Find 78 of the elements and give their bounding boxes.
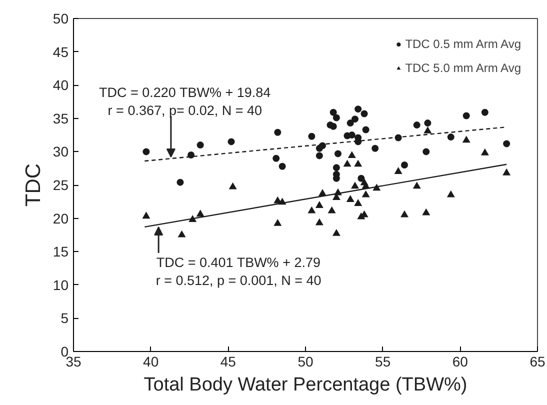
point [346,195,354,202]
y-axis-title: TDC [22,163,45,207]
point [502,168,511,176]
point [228,138,235,146]
point [274,219,282,226]
y-tick-label: 50 [52,10,69,26]
point [372,144,379,152]
y-tick-label: 15 [52,244,69,260]
point [343,160,352,167]
x-tick-label: 55 [375,354,391,370]
point [196,142,204,149]
point [346,120,354,127]
y-tick-label: 40 [52,77,69,94]
point [413,122,420,129]
point [332,229,340,236]
point [354,160,362,167]
y-tick-label: 35 [52,110,69,126]
point [447,134,454,141]
point [422,208,430,216]
y-tick-label: 20 [52,210,69,226]
point [481,108,488,116]
point [316,152,323,160]
point [422,148,430,156]
y-tick-label: 25 [52,177,69,193]
point [334,150,342,158]
point [328,206,336,214]
point [278,162,286,170]
point [142,148,150,156]
point [196,210,204,217]
point [354,199,362,206]
x-tick-label: 50 [298,354,314,370]
point [274,128,282,136]
point [176,178,184,186]
point [332,164,340,172]
point [178,230,186,238]
point [446,190,455,198]
x-tick-label: 65 [530,354,546,370]
point [424,126,432,134]
point [362,190,370,198]
point [358,174,365,182]
point [394,167,402,174]
y-tick-label: 45 [52,44,69,60]
y-tick-label: 5 [60,310,69,326]
point [360,110,368,118]
point [351,116,358,123]
x-tick-label: 45 [220,354,236,370]
point [330,108,337,116]
y-tick-label: 10 [52,276,69,293]
point [272,154,280,162]
point [354,106,362,113]
point [332,114,340,122]
point [308,206,316,214]
point [462,112,470,120]
legend-label: TDC 5.0 mm Arm Avg [405,61,521,75]
point [462,136,470,143]
x-axis-title: Total Body Water Percentage (TBW%) [144,374,468,396]
point [228,182,237,190]
legend-label: TDC 0.5 mm Arm Avg [405,37,521,51]
annotation: TDC = 0.220 TBW% + 19.84 r = 0.367, p= 0.02, N = 40 [99,85,272,118]
point [142,212,150,219]
point [400,162,408,169]
point [315,201,324,208]
point [350,182,359,189]
point [348,151,356,158]
point [362,126,370,134]
x-tick-label: 60 [452,354,468,370]
y-tick-label: 30 [52,144,69,160]
x-tick-label: 40 [143,354,159,370]
point [412,182,421,189]
point [480,148,489,156]
point [308,132,316,140]
point [424,120,432,127]
point [348,132,356,139]
point [330,122,337,130]
point [400,210,408,218]
annotation: TDC = 0.401 TBW% + 2.79 r = 0.512, p = 0.001, N = 40 [156,254,322,288]
point [503,140,510,148]
point [315,218,324,226]
